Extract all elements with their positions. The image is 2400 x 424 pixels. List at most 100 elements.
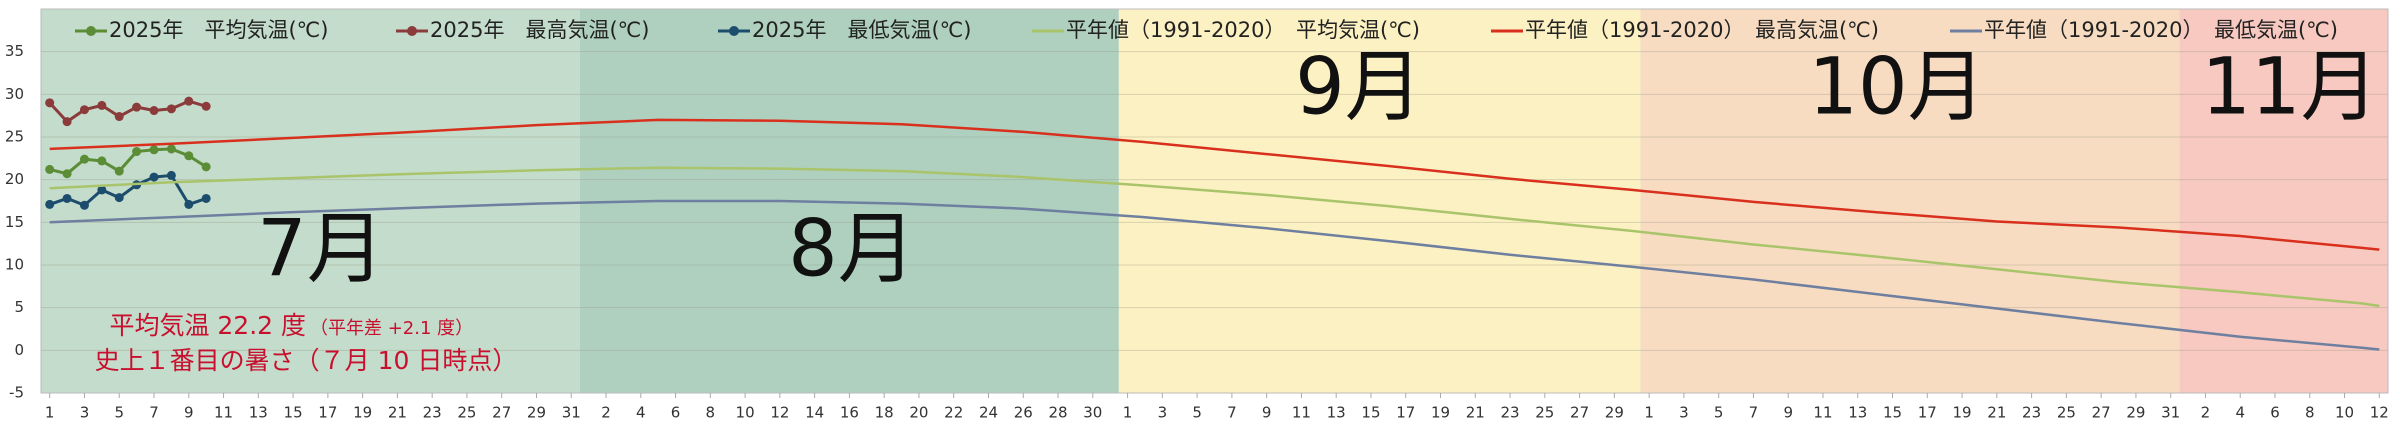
month-label: 7月: [257, 204, 385, 294]
x-tick-label: 25: [457, 404, 476, 422]
x-tick-label: 11: [1292, 404, 1311, 422]
legend-label: 2025年 最高気温(℃): [430, 18, 649, 42]
x-tick-label: 23: [1501, 404, 1520, 422]
x-tick-label: 7: [149, 404, 159, 422]
plot-border: [40, 8, 2389, 394]
y-tick-label: -5: [9, 384, 24, 402]
x-tick-label: 2: [2201, 404, 2211, 422]
data-point: [114, 166, 124, 176]
x-tick-label: 21: [388, 404, 407, 422]
data-point: [79, 200, 89, 210]
x-tick-label: 19: [1431, 404, 1450, 422]
x-tick-label: 3: [1679, 404, 1689, 422]
x-tick-label: 11: [1813, 404, 1832, 422]
data-point: [62, 117, 72, 127]
y-tick-label: 25: [5, 128, 24, 146]
x-tick-label: 23: [423, 404, 442, 422]
series-line: [48, 99, 207, 124]
series-line: [49, 173, 207, 208]
month-label: 10月: [1808, 42, 1985, 132]
x-tick-label: 21: [1987, 404, 2006, 422]
x-tick-label: 12: [2370, 404, 2389, 422]
x-tick-label: 25: [1535, 404, 1554, 422]
x-tick-label: 17: [1918, 404, 1937, 422]
x-tick-label: 8: [2305, 404, 2315, 422]
x-tick-label: 30: [1083, 404, 1102, 422]
legend-label: 2025年 平均気温(℃): [109, 18, 328, 42]
data-point: [97, 185, 107, 195]
legend-marker: [86, 26, 96, 36]
x-tick-label: 1: [1123, 404, 1133, 422]
x-tick-label: 19: [1953, 404, 1972, 422]
data-point: [132, 102, 142, 112]
series-line: [49, 199, 2380, 351]
x-tick-label: 15: [1361, 404, 1380, 422]
x-tick-label: 22: [944, 404, 963, 422]
x-tick-label: 21: [1466, 404, 1485, 422]
data-point: [201, 193, 211, 203]
y-tick-label: 15: [5, 213, 24, 231]
data-point: [166, 104, 176, 114]
month-band: [1118, 9, 1641, 393]
x-tick-label: 1: [1644, 404, 1654, 422]
x-tick-label: 15: [1883, 404, 1902, 422]
x-tick-label: 31: [2161, 404, 2180, 422]
x-tick-label: 25: [2057, 404, 2076, 422]
x-tick-label: 11: [214, 404, 233, 422]
x-tick-label: 13: [1327, 404, 1346, 422]
x-tick-label: 15: [284, 404, 303, 422]
x-tick-label: 18: [875, 404, 894, 422]
month-label: 8月: [788, 204, 916, 294]
x-tick-label: 17: [318, 404, 337, 422]
month-label: 9月: [1295, 42, 1423, 132]
x-tick-label: 9: [1262, 404, 1272, 422]
legend-label: 平年値（1991-2020） 最低気温(℃): [1984, 18, 2338, 42]
x-tick-label: 31: [562, 404, 581, 422]
data-point: [62, 169, 72, 179]
legend-label: 平年値（1991-2020） 平均気温(℃): [1066, 18, 1420, 42]
x-tick-label: 27: [2092, 404, 2111, 422]
month-band: [41, 9, 580, 393]
x-tick-label: 26: [1014, 404, 1033, 422]
x-tick-label: 3: [80, 404, 90, 422]
y-tick-label: 35: [5, 42, 24, 60]
x-tick-label: 29: [2126, 404, 2145, 422]
x-tick-label: 9: [184, 404, 194, 422]
month-label: 11月: [2201, 42, 2378, 132]
data-point: [149, 145, 159, 155]
x-tick-label: 6: [671, 404, 681, 422]
x-tick-label: 16: [840, 404, 859, 422]
y-tick-label: 0: [14, 341, 24, 359]
x-tick-label: 17: [1396, 404, 1415, 422]
x-tick-label: 10: [736, 404, 755, 422]
data-point: [45, 98, 55, 108]
x-tick-label: 29: [527, 404, 546, 422]
x-tick-label: 27: [492, 404, 511, 422]
marks: [45, 96, 2380, 351]
x-tick-label: 13: [1848, 404, 1867, 422]
x-tick-label: 13: [249, 404, 268, 422]
x-tick-label: 9: [1783, 404, 1793, 422]
month-band: [2179, 9, 2388, 393]
month-bands: [41, 9, 2388, 393]
x-tick-label: 2: [601, 404, 611, 422]
annotation: 平均気温 22.2 度: [109, 311, 306, 340]
x-tick-label: 4: [2235, 404, 2245, 422]
data-point: [166, 144, 176, 154]
data-point: [114, 112, 124, 122]
data-point: [149, 172, 159, 182]
x-tick-label: 1: [45, 404, 55, 422]
y-tick-label: 30: [5, 85, 24, 103]
data-point: [62, 193, 72, 203]
x-tick-label: 29: [1605, 404, 1624, 422]
x-tick-label: 4: [636, 404, 646, 422]
legend-marker: [407, 26, 417, 36]
x-tick-label: 6: [2270, 404, 2280, 422]
data-point: [149, 106, 159, 116]
legend-marker: [729, 26, 739, 36]
data-point: [201, 162, 211, 172]
series-line: [49, 118, 2380, 251]
